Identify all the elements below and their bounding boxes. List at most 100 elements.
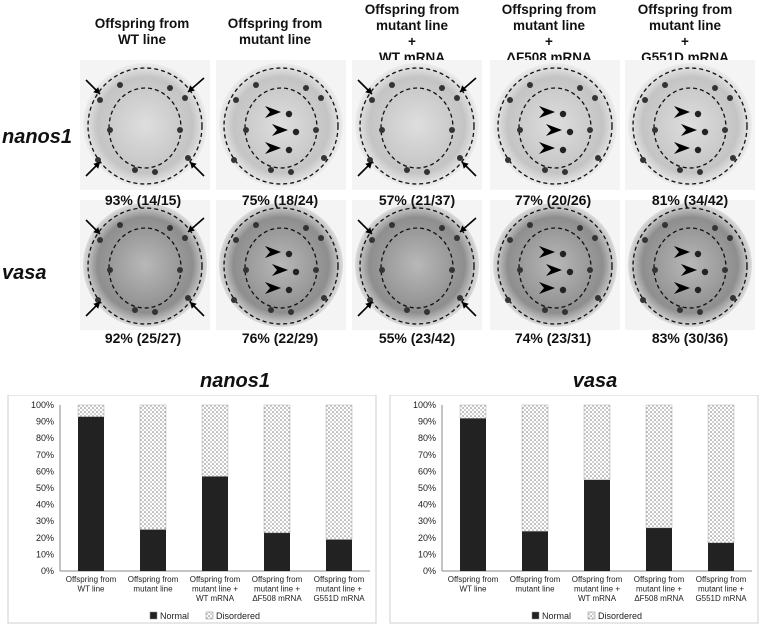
column-header-line: mutant line — [375, 18, 448, 33]
bar-disordered-2 — [139, 404, 167, 530]
nanos1-percentage-2: 75% (18/24) — [241, 192, 319, 208]
legend-swatch-disordered — [587, 611, 596, 620]
bar-disordered-1 — [77, 404, 105, 417]
x-category-label: Offspring from — [66, 575, 117, 584]
chart-frame — [389, 395, 759, 624]
column-header-line: mutant line — [512, 18, 585, 33]
column-header-line: Offspring from — [364, 2, 460, 17]
y-tick-label: 70% — [36, 450, 54, 460]
x-category-label: G551D mRNA — [313, 594, 365, 603]
x-category-label: WT mRNA — [578, 594, 617, 603]
vasa-percentage-4: 74% (23/31) — [514, 330, 592, 346]
x-category-label: Offspring from — [572, 575, 623, 584]
x-category-label: WT line — [460, 585, 488, 594]
micrograph-vasa-4 — [490, 200, 620, 330]
legend-swatch-disordered — [205, 611, 214, 620]
vasa-percentage-3: 55% (23/42) — [378, 330, 456, 346]
bar-normal-5 — [326, 539, 352, 571]
column-header-5: Offspring from mutant line + G551D mRNA — [623, 2, 747, 66]
x-category-label: G551D mRNA — [695, 594, 747, 603]
micrograph-vasa-1 — [80, 200, 210, 330]
legend-swatch-normal — [531, 611, 540, 620]
micrograph-vasa-2 — [216, 200, 346, 330]
bar-disordered-5 — [707, 404, 735, 544]
bar-disordered-1 — [459, 404, 487, 419]
y-tick-label: 50% — [36, 483, 54, 493]
bar-disordered-2 — [521, 404, 549, 532]
x-category-label: WT line — [78, 585, 106, 594]
bar-disordered-4 — [263, 404, 291, 534]
bar-disordered-3 — [583, 404, 611, 480]
y-tick-label: 30% — [418, 516, 436, 526]
x-category-label: mutant line — [133, 585, 173, 594]
legend-label-disordered: Disordered — [598, 611, 642, 621]
y-tick-label: 30% — [36, 516, 54, 526]
bar-normal-3 — [202, 476, 228, 571]
column-header-line: + — [681, 34, 689, 49]
vasa-percentage-1: 92% (25/27) — [104, 330, 182, 346]
legend-label-normal: Normal — [542, 611, 571, 621]
y-tick-label: 50% — [418, 483, 436, 493]
x-category-label: ΔF508 mRNA — [634, 594, 684, 603]
y-tick-label: 90% — [36, 417, 54, 427]
y-tick-label: 40% — [36, 500, 54, 510]
y-tick-label: 0% — [423, 566, 436, 576]
column-header-line: + — [545, 34, 553, 49]
column-header-line: Offspring from — [227, 16, 323, 31]
chart-frame — [7, 395, 377, 624]
column-header-1: Offspring from WT line — [80, 16, 204, 48]
x-category-label: Offspring from — [634, 575, 685, 584]
x-category-label: Offspring from — [510, 575, 561, 584]
x-category-label: Offspring from — [696, 575, 747, 584]
y-tick-label: 100% — [413, 400, 436, 410]
x-category-label: mutant line + — [574, 585, 620, 594]
x-category-label: mutant line + — [698, 585, 744, 594]
column-header-4: Offspring from mutant line + ΔF508 mRNA — [487, 2, 611, 66]
vasa-percentage-5: 83% (30/36) — [651, 330, 729, 346]
bar-normal-2 — [522, 531, 548, 571]
column-header-line: Offspring from — [637, 2, 733, 17]
x-category-label: Offspring from — [314, 575, 365, 584]
row-label-vasa: vasa — [2, 262, 47, 284]
vasa-stacked-bar-chart: 0% 10% 20% 30% 40% 50% 60% 70% 80% 90% 100% Offspri… — [389, 395, 759, 624]
bar-normal-4 — [264, 532, 290, 571]
nanos1-percentage-3: 57% (21/37) — [378, 192, 456, 208]
micrograph-nanos1-1 — [80, 60, 210, 190]
x-category-label: mutant line + — [636, 585, 682, 594]
legend-label-normal: Normal — [160, 611, 189, 621]
y-tick-label: 0% — [41, 566, 54, 576]
y-tick-label: 60% — [36, 466, 54, 476]
column-header-line: + — [408, 34, 416, 49]
column-header-line: mutant line — [238, 32, 311, 47]
micrograph-nanos1-2 — [216, 60, 346, 190]
legend-label-disordered: Disordered — [216, 611, 260, 621]
chart-title-vasa: vasa — [572, 370, 618, 392]
y-tick-label: 10% — [36, 549, 54, 559]
x-category-label: mutant line + — [192, 585, 238, 594]
column-header-line: Offspring from — [501, 2, 597, 17]
y-tick-label: 40% — [418, 500, 436, 510]
column-header-2: Offspring from mutant line — [213, 16, 337, 48]
bar-disordered-5 — [325, 404, 353, 540]
micrograph-nanos1-4 — [490, 60, 620, 190]
y-tick-label: 90% — [418, 417, 436, 427]
x-category-label: Offspring from — [128, 575, 179, 584]
column-header-line: WT line — [118, 32, 166, 47]
legend-swatch-normal — [149, 611, 158, 620]
bar-normal-1 — [78, 416, 104, 571]
y-tick-label: 100% — [31, 400, 54, 410]
x-category-label: Offspring from — [190, 575, 241, 584]
y-tick-label: 10% — [418, 549, 436, 559]
x-category-label: mutant line + — [254, 585, 300, 594]
nanos1-percentage-1: 93% (14/15) — [104, 192, 182, 208]
x-category-label: Offspring from — [252, 575, 303, 584]
bar-normal-4 — [646, 527, 672, 571]
micrograph-nanos1-3 — [352, 60, 482, 190]
column-header-line: mutant line — [648, 18, 721, 33]
column-header-3: Offspring from mutant line + WT mRNA — [350, 2, 474, 66]
x-category-label: WT mRNA — [196, 594, 235, 603]
x-category-label: mutant line — [515, 585, 555, 594]
bar-normal-5 — [708, 542, 734, 571]
y-tick-label: 20% — [418, 533, 436, 543]
y-tick-label: 60% — [418, 466, 436, 476]
